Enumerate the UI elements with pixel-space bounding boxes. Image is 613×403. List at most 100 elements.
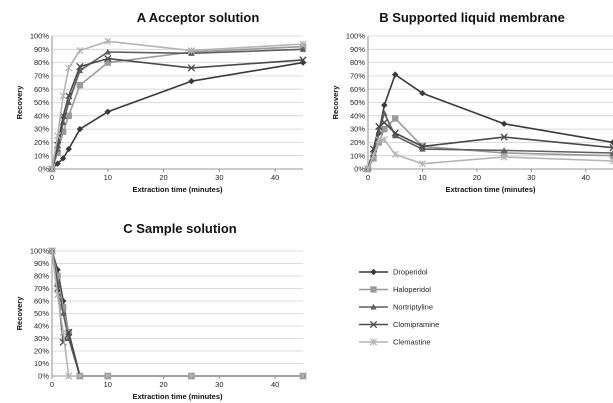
data-point [381,125,388,133]
x-axis-label: Extraction time (minutes) [132,185,223,194]
series-line [51,250,303,377]
legend-marker [369,320,378,329]
y-tick-label: 50% [350,98,365,107]
data-point [76,62,84,71]
y-tick-label: 90% [34,259,49,268]
data-point [381,101,388,109]
x-tick-label: 10 [104,173,112,182]
data-point [65,64,73,72]
y-tick-label: 100% [30,247,50,256]
data-point [54,266,61,273]
x-tick-label: 10 [104,380,112,389]
data-point [104,54,112,63]
data-point [299,372,307,380]
legend-item: Clomipramine [359,320,439,329]
data-point [65,112,72,119]
x-tick-label: 0 [50,173,54,182]
data-point [59,92,67,100]
panel-a-title: A Acceptor solution [137,10,260,25]
data-point [500,147,508,153]
x-axis-label: Extraction time (minutes) [445,185,536,194]
y-tick-label: 80% [34,58,49,67]
data-point [76,82,84,89]
series-line [51,40,304,170]
data-point [419,145,426,152]
x-tick-label: 30 [215,380,223,389]
y-tick-label: 70% [34,72,49,81]
series-line [367,138,613,170]
y-tick-label: 30% [350,125,365,134]
y-tick-label: 20% [34,347,49,356]
series-clemastine [48,247,307,380]
y-tick-label: 0% [354,165,365,174]
data-point [187,372,196,380]
data-point [381,109,388,116]
series-line [367,121,613,170]
data-point [187,64,196,72]
data-point [104,48,111,55]
series-clomipramine [364,118,613,173]
y-axis-label: Recovery [15,85,24,120]
data-point [375,136,383,144]
legend-item: Droperidol [359,268,428,277]
data-point [500,133,508,141]
legend-label: Clomipramine [393,320,439,329]
data-point [369,152,378,160]
data-point [391,129,399,137]
y-tick-label: 90% [350,45,365,54]
data-point [65,145,72,153]
data-point [76,125,84,133]
data-point [609,144,613,152]
data-point [418,160,427,168]
data-point [59,310,67,317]
data-point [299,56,307,64]
y-tick-label: 70% [34,284,49,293]
y-tick-label: 10% [34,359,49,368]
data-point [59,155,67,162]
data-point [609,152,613,159]
y-tick-label: 90% [34,45,49,54]
data-point [609,149,613,156]
series-line [51,57,304,170]
data-point [380,118,388,127]
y-tick-label: 10% [350,151,365,160]
legend: Droperidol Haloperidol Nortriptyline Clomip… [359,268,439,347]
data-point [76,47,84,55]
y-axis-label: Recovery [331,85,340,120]
data-point [48,165,56,173]
legend-item: Haloperidol [359,285,431,294]
y-tick-label: 60% [34,85,49,94]
panel-b-title: B Supported liquid membrane [379,10,565,25]
y-axis-label: Recovery [15,296,24,331]
data-point [53,132,62,140]
data-point [392,71,399,78]
x-tick-label: 20 [159,173,167,182]
data-point [48,247,56,255]
x-tick-label: 0 [50,380,54,389]
legend-marker [370,303,377,310]
y-tick-label: 50% [34,98,49,107]
data-point [59,297,67,305]
y-tick-label: 100% [346,32,366,41]
data-point [104,108,111,116]
data-point [392,115,399,122]
data-point [299,46,307,52]
data-point [419,89,426,97]
data-point [59,304,67,311]
series-line [51,48,304,170]
x-tick-label: 30 [527,173,535,182]
x-tick-label: 30 [215,173,223,182]
data-point [609,139,613,146]
data-point [391,150,399,158]
legend-label: Clemastine [393,338,431,347]
data-point [54,272,61,280]
data-point [59,328,67,336]
x-tick-label: 40 [271,173,279,182]
data-point [65,372,73,380]
legend-item: Clemastine [359,338,431,347]
series-clomipramine [48,54,307,173]
y-tick-label: 60% [350,85,365,94]
x-tick-label: 20 [159,380,167,389]
data-point [299,40,307,48]
panel-c-title: C Sample solution [123,221,236,236]
